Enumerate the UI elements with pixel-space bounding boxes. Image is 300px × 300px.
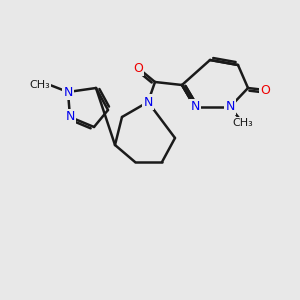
Text: N: N	[63, 85, 73, 98]
Text: N: N	[225, 100, 235, 113]
Text: N: N	[190, 100, 200, 113]
Text: CH₃: CH₃	[232, 118, 254, 128]
Text: N: N	[65, 110, 75, 124]
Text: N: N	[143, 95, 153, 109]
Text: O: O	[133, 61, 143, 74]
Text: O: O	[260, 83, 270, 97]
Text: CH₃: CH₃	[29, 80, 50, 90]
